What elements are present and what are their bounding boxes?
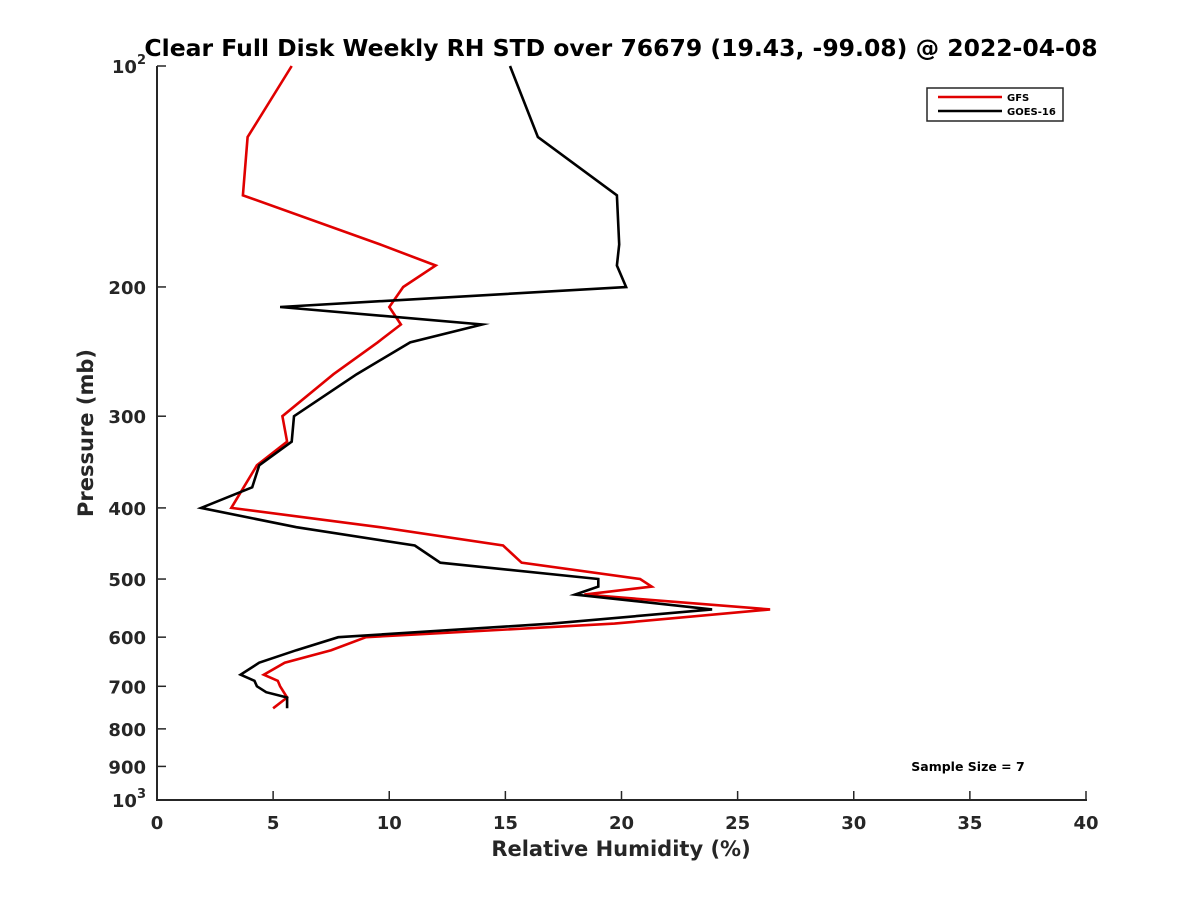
y-tick-label-exponent: 2 [137, 53, 146, 68]
legend: GFS GOES-16 [926, 87, 1064, 122]
x-tick-label: 30 [841, 813, 866, 834]
series-line-goes16 [196, 65, 713, 709]
y-tick-label: 200 [108, 278, 146, 299]
legend-box [926, 87, 1064, 122]
y-tick-label: 400 [108, 499, 146, 520]
x-tick-label: 20 [609, 813, 634, 834]
x-tick-label: 10 [377, 813, 402, 834]
series-line-gfs [229, 65, 771, 710]
y-tick-label: 102 [112, 53, 146, 78]
y-tick-label: 600 [108, 628, 146, 649]
y-tick-label: 900 [108, 757, 146, 778]
x-tick-label: 5 [267, 813, 280, 834]
y-axis-label: Pressure (mb) [74, 349, 98, 517]
sample-size-annotation: Sample Size = 7 [911, 759, 1024, 774]
x-axis-ticks: 0 5 10 15 20 25 30 35 40 [151, 791, 1099, 834]
y-tick-label: 103 [112, 787, 146, 812]
x-tick-label: 25 [725, 813, 750, 834]
legend-label-gfs: GFS [1007, 93, 1029, 104]
legend-label-goes16: GOES-16 [1007, 107, 1056, 118]
y-tick-label-exponent: 3 [137, 787, 146, 802]
x-tick-label: 0 [151, 813, 164, 834]
y-tick-label: 800 [108, 720, 146, 741]
y-tick-label: 700 [108, 677, 146, 698]
x-tick-label: 40 [1073, 813, 1098, 834]
y-tick-label: 500 [108, 570, 146, 591]
plot-area [196, 65, 771, 710]
y-tick-label: 300 [108, 407, 146, 428]
x-tick-label: 15 [493, 813, 518, 834]
x-tick-label: 35 [957, 813, 982, 834]
x-axis-label: Relative Humidity (%) [491, 837, 750, 861]
y-tick-label-base: 10 [112, 57, 137, 78]
chart-title: Clear Full Disk Weekly RH STD over 76679… [144, 34, 1097, 62]
y-axis-line [156, 66, 158, 801]
y-tick-label-base: 10 [112, 791, 137, 812]
